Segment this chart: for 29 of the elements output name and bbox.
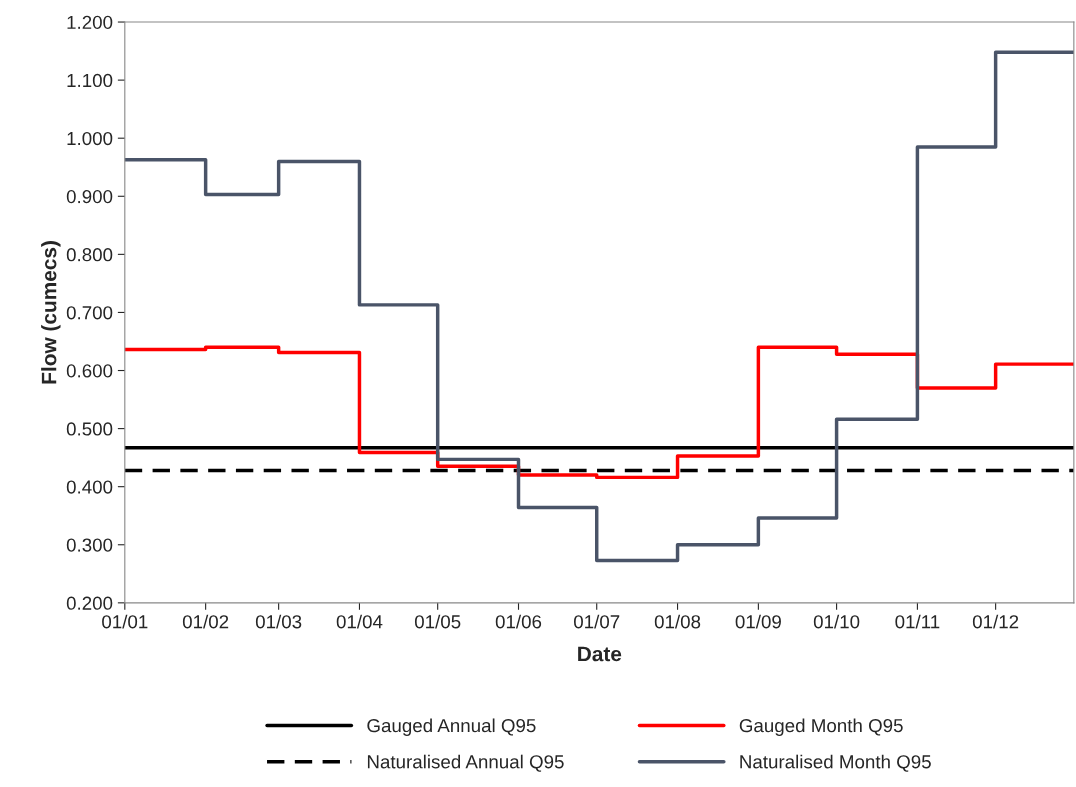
x-tick-label: 01/07	[574, 614, 620, 629]
x-tick-label: 01/06	[495, 614, 542, 629]
legend-label: Naturalised Month Q95	[740, 754, 931, 772]
x-tick-label: 01/08	[654, 614, 701, 629]
y-tick-label: 1.100	[67, 73, 113, 88]
x-tick-label: 01/02	[182, 614, 229, 629]
x-tick-label: 01/09	[735, 614, 781, 629]
y-tick-label: 0.600	[66, 364, 113, 378]
y-axis-title: Flow (cumecs)	[41, 241, 61, 384]
legend-label: Naturalised Annual Q95	[367, 754, 564, 772]
y-tick-label: 0.900	[66, 189, 113, 204]
x-tick-label: 01/01	[102, 614, 148, 629]
legend-label: Gauged Annual Q95	[367, 718, 536, 736]
y-tick-label: 0.200	[66, 596, 113, 610]
x-tick-label: 01/03	[255, 614, 302, 629]
x-tick-label: 01/05	[414, 614, 461, 629]
y-tick-label: 1.000	[67, 131, 113, 146]
y-tick-label: 0.800	[66, 248, 113, 262]
y-tick-label: 1.200	[67, 15, 113, 30]
x-tick-label: 01/12	[972, 614, 1019, 629]
x-tick-label: 01/04	[336, 614, 383, 629]
y-tick-label: 0.400	[66, 480, 113, 494]
legend-label: Gauged Month Q95	[739, 718, 903, 736]
y-tick-label: 0.700	[66, 306, 113, 320]
y-tick-label: 0.300	[66, 538, 113, 552]
x-tick-label: 01/10	[813, 614, 860, 629]
x-tick-label: 01/11	[895, 614, 940, 629]
x-axis-title: Date	[578, 646, 622, 662]
y-tick-label: 0.500	[66, 422, 113, 436]
